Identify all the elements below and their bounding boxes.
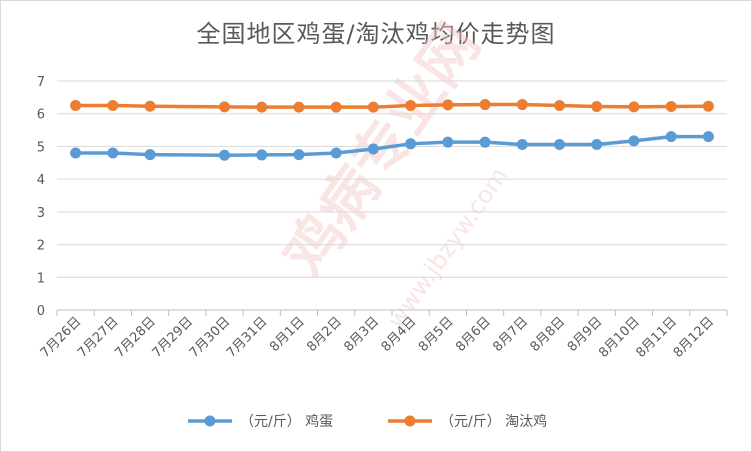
- data-point: [479, 136, 491, 148]
- legend: （元/斤） 鸡蛋 （元/斤） 淘汰鸡: [188, 413, 547, 430]
- y-tick-label: 4: [37, 173, 45, 188]
- data-point: [405, 138, 417, 150]
- series-line-1: [73, 102, 711, 109]
- data-point: [554, 100, 565, 112]
- data-point: [367, 101, 379, 113]
- data-point: [442, 136, 454, 148]
- x-tick-label: 8月5日: [416, 314, 457, 355]
- x-tick-label: 8月6日: [453, 314, 494, 355]
- x-tick-label: 8月1日: [267, 314, 308, 355]
- data-point: [107, 100, 119, 112]
- legend-marker-culled-hens: [404, 415, 416, 427]
- data-point: [442, 99, 454, 111]
- data-point: [107, 147, 119, 159]
- data-point: [293, 101, 305, 113]
- y-axis-ticks: 0 1 2 3 4 5 6 7: [37, 75, 45, 319]
- data-point: [479, 99, 491, 111]
- y-tick-label: 1: [37, 271, 45, 286]
- data-point: [554, 138, 565, 150]
- data-point: [628, 135, 640, 147]
- data-point: [665, 131, 677, 143]
- data-point: [219, 149, 230, 161]
- data-point: [144, 100, 156, 112]
- legend-label-eggs: （元/斤） 鸡蛋: [240, 413, 333, 430]
- y-tick-label: 5: [37, 140, 45, 155]
- data-point: [293, 149, 305, 161]
- data-point: [256, 101, 268, 113]
- data-point: [591, 101, 603, 113]
- data-point: [702, 131, 714, 143]
- data-point: [405, 100, 417, 112]
- data-point: [702, 100, 714, 112]
- legend-marker-eggs: [204, 415, 216, 427]
- x-tick-label: 8月2日: [304, 314, 345, 355]
- watermark-url: www.jbzyw.com: [382, 162, 514, 333]
- y-tick-label: 6: [37, 108, 45, 123]
- data-point: [628, 101, 640, 113]
- watermark: 鸡病专业网 www.jbzyw.com: [271, 11, 514, 333]
- data-point: [330, 147, 342, 159]
- data-point: [144, 149, 156, 161]
- legend-label-culled-hens: （元/斤） 淘汰鸡: [440, 413, 547, 430]
- x-tick-label: 8月7日: [490, 314, 531, 355]
- data-point: [516, 99, 528, 111]
- series-0: [70, 131, 714, 161]
- data-point: [70, 100, 82, 112]
- data-point: [367, 143, 379, 155]
- x-tick-label: 8月12日: [671, 314, 718, 361]
- data-point: [256, 149, 268, 161]
- x-tick-label: 7月31日: [224, 314, 271, 361]
- y-tick-label: 7: [37, 75, 45, 90]
- series-group: [70, 99, 714, 161]
- y-tick-label: 2: [37, 239, 45, 254]
- data-point: [665, 101, 677, 113]
- y-tick-label: 0: [37, 304, 45, 319]
- data-point: [591, 138, 603, 150]
- series-1: [70, 99, 714, 113]
- y-tick-label: 3: [37, 206, 45, 221]
- x-tick-label: 8月8日: [528, 314, 569, 355]
- chart-title: 全国地区鸡蛋/淘汰鸡均价走势图: [196, 20, 556, 48]
- data-point: [219, 101, 230, 113]
- data-point: [516, 138, 528, 150]
- x-tick-label: 8月3日: [342, 314, 383, 355]
- data-point: [70, 147, 82, 159]
- data-point: [330, 101, 342, 113]
